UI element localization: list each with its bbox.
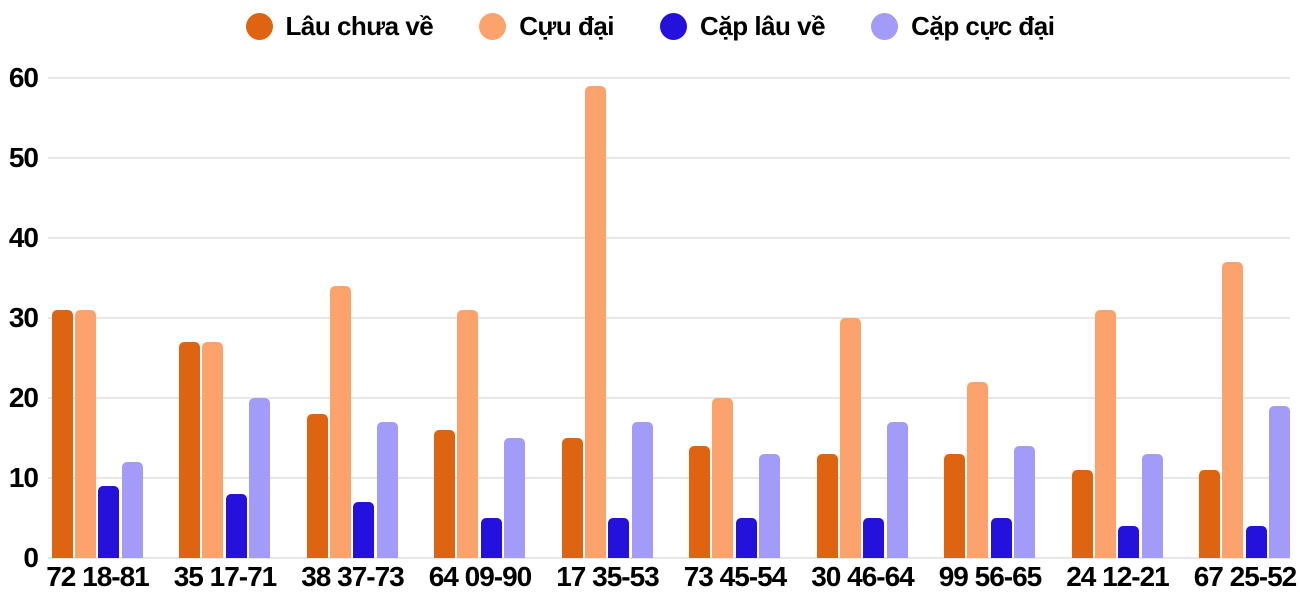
chart-legend: Lâu chưa về Cựu đại Cặp lâu về Cặp cực đại (0, 4, 1300, 48)
bar-series-1-group-8 (944, 454, 965, 558)
bar-series-1-group-7 (816, 454, 838, 558)
bar-series-1-group-9 (1071, 470, 1093, 558)
bar-series-2-group-3 (329, 286, 351, 558)
bar-series-4-group-3 (376, 422, 398, 558)
y-axis-tick-label: 50 (8, 142, 39, 173)
bar-series-3-group-2 (225, 494, 247, 558)
bar-series-4-group-6 (759, 454, 781, 558)
gridline-y-50 (48, 157, 1290, 159)
x-axis-category-label: 35 17-71 (173, 561, 278, 592)
gridline-y-0 (48, 557, 1290, 559)
x-axis-category-label: 67 25-52 (1193, 561, 1298, 592)
bar-series-3-group-7 (863, 518, 885, 558)
bar-series-2-group-9 (1094, 310, 1116, 558)
gridline-y-10 (48, 477, 1290, 479)
bar-series-1-group-1 (51, 310, 73, 558)
x-axis-category-label: 38 37-73 (301, 561, 405, 592)
y-axis-tick-label: 0 (23, 542, 39, 573)
gridline-y-20 (48, 397, 1290, 399)
y-axis-tick-label: 10 (8, 462, 39, 493)
bar-series-1-group-6 (689, 446, 710, 558)
bar-series-4-group-1 (121, 462, 143, 558)
x-axis-category-label: 30 46-64 (811, 561, 915, 592)
bar-series-1-group-5 (561, 438, 583, 558)
bar-series-4-group-5 (631, 422, 653, 558)
y-axis-tick-label: 20 (8, 382, 39, 413)
bar-series-4-group-2 (249, 398, 271, 558)
bar-series-2-group-5 (584, 86, 606, 558)
x-axis-category-label: 72 18-81 (46, 561, 150, 592)
bar-series-1-group-10 (1199, 470, 1220, 558)
bar-series-3-group-8 (990, 518, 1012, 558)
gridline-y-30 (48, 317, 1290, 319)
bar-series-3-group-6 (735, 518, 757, 558)
bar-series-3-group-10 (1245, 526, 1267, 558)
y-axis-tick-label: 30 (8, 302, 39, 333)
bar-series-3-group-3 (353, 502, 375, 558)
legend-item-2[interactable]: Cựu đại (479, 10, 615, 42)
bar-series-3-group-5 (608, 518, 630, 558)
y-axis-tick-label: 40 (8, 222, 39, 253)
legend-series-dot-icon (479, 12, 507, 40)
bar-series-3-group-9 (1118, 526, 1140, 558)
gridline-y-60 (48, 77, 1290, 79)
bar-series-1-group-3 (306, 414, 328, 558)
legend-series-dot-icon (245, 12, 273, 40)
legend-item-3[interactable]: Cặp lâu về (660, 10, 826, 42)
legend-item-4[interactable]: Cặp cực đại (871, 10, 1055, 42)
bar-series-3-group-4 (480, 518, 502, 558)
y-axis-tick-label: 60 (8, 62, 39, 93)
legend-series-label: Cựu đại (519, 10, 615, 41)
bar-series-4-group-4 (504, 438, 526, 558)
bar-series-4-group-7 (886, 422, 908, 558)
bar-series-1-group-4 (434, 430, 455, 558)
x-axis-category-label: 64 09-90 (428, 561, 533, 592)
x-axis-category-label: 24 12-21 (1066, 561, 1170, 592)
bar-series-4-group-10 (1269, 406, 1291, 558)
bar-series-2-group-10 (1222, 262, 1244, 558)
gridline-y-40 (48, 237, 1290, 239)
bar-series-2-group-6 (712, 398, 734, 558)
x-axis-category-label: 99 56-65 (938, 561, 1043, 592)
legend-series-label: Lâu chưa về (285, 10, 434, 41)
legend-item-1[interactable]: Lâu chưa về (245, 10, 434, 42)
bar-series-2-group-2 (202, 342, 224, 558)
bar-series-3-group-1 (98, 486, 120, 558)
bar-series-1-group-2 (179, 342, 200, 558)
bar-series-2-group-7 (839, 318, 861, 558)
x-axis-category-label: 17 35-53 (556, 561, 660, 592)
bar-series-4-group-8 (1014, 446, 1036, 558)
bar-series-4-group-9 (1141, 454, 1163, 558)
legend-series-dot-icon (871, 12, 899, 40)
bar-series-2-group-1 (74, 310, 96, 558)
legend-series-label: Cặp cực đại (911, 10, 1055, 41)
bar-series-2-group-4 (457, 310, 479, 558)
legend-series-dot-icon (660, 12, 688, 40)
x-axis-category-label: 73 45-54 (683, 561, 788, 592)
legend-series-label: Cặp lâu về (700, 10, 826, 41)
bar-series-2-group-8 (967, 382, 989, 558)
